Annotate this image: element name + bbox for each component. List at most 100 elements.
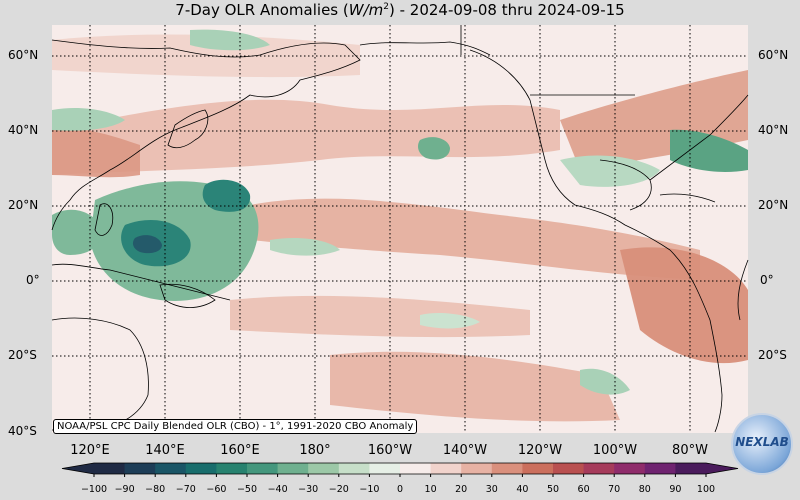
negative-anomaly-north-central: [190, 29, 270, 51]
colorbar-segment: [185, 463, 217, 474]
colorbar-tick-label: 50: [546, 484, 560, 495]
colorbar-tick-label: 100: [696, 484, 716, 495]
colorbar-segment: [155, 463, 187, 474]
colorbar-segment: [308, 463, 340, 474]
colorbar-extend-high: [706, 463, 738, 474]
data-source-caption: NOAA/PSL CPC Daily Blended OLR (CBO) - 1…: [53, 419, 418, 434]
lat-label-right-0: 0°: [760, 273, 774, 287]
colorbar-segment: [430, 463, 462, 474]
colorbar-tick-label: 30: [485, 484, 498, 495]
indonesia-coastline: [51, 263, 231, 301]
colorbar-tick-label: −60: [206, 484, 227, 495]
colorbar-segment: [338, 463, 370, 474]
cuba-coastline: [659, 193, 716, 203]
colorbar-segment: [216, 463, 248, 474]
positive-anomaly-band-subtropical: [250, 198, 700, 280]
colorbar-segment: [94, 463, 126, 474]
colorbar-tick-label: −50: [236, 484, 258, 495]
lat-label-right-20n: 20°N: [758, 198, 789, 212]
lat-label-right-20s: 20°S: [758, 348, 787, 362]
coastlines: [51, 25, 749, 433]
lon-label-120e: 120°E: [70, 443, 110, 458]
colorbar-segment: [369, 463, 401, 474]
japan-coastline: [167, 109, 209, 149]
negative-anomaly-blob: [418, 137, 450, 160]
negative-anomaly-west: [52, 209, 101, 255]
title-prefix: 7-Day OLR Anomalies (: [175, 1, 349, 19]
lat-label-left-20n: 20°N: [8, 198, 39, 212]
title-unit-exponent: 2: [383, 2, 389, 12]
anomaly-field: [52, 25, 748, 433]
philippines-coastline: [94, 203, 114, 236]
lat-label-right-40n: 40°N: [758, 123, 789, 137]
colorbar-segment: [614, 463, 646, 474]
colorbar-tick-label: −20: [328, 484, 349, 495]
negative-anomaly-equatorial-east: [270, 238, 340, 256]
east-coast-coastline: [649, 94, 749, 181]
colorbar-tick-label: 40: [516, 484, 529, 495]
lon-label-140e: 140°E: [145, 443, 185, 458]
colorbar-tick-label: 80: [638, 484, 651, 495]
lon-label-140w: 140°W: [442, 443, 488, 458]
asia-coastline: [51, 39, 361, 231]
lat-label-left-20s: 20°S: [8, 348, 37, 362]
lon-label-120w: 120°W: [517, 443, 563, 458]
negative-anomaly-core-2: [202, 179, 251, 212]
colorbar-tick-label: −30: [298, 484, 319, 495]
colorbar-tick-label: −70: [175, 484, 196, 495]
lat-label-left-40s: 40°S: [8, 424, 37, 438]
logo-text: NEXLAB: [735, 435, 789, 449]
colorbar-tick-label: −10: [359, 484, 380, 495]
colorbar-tick-label: −90: [114, 484, 135, 495]
colorbar-segment: [461, 463, 493, 474]
colorbar-extend-low: [62, 463, 94, 474]
positive-anomaly-west-north: [52, 34, 360, 78]
colorbar-tick-label: −40: [267, 484, 288, 495]
colorbar-segment: [583, 463, 615, 474]
colorbar-segment: [491, 463, 523, 474]
colorbar-segment: [247, 463, 279, 474]
new-guinea-coastline: [159, 283, 216, 308]
colorbar-segment: [522, 463, 554, 474]
lon-label-100w: 100°W: [592, 443, 638, 458]
colorbar-segment: [277, 463, 309, 474]
lat-label-left-40n: 40°N: [8, 123, 39, 137]
positive-anomaly-south: [330, 351, 620, 422]
negative-anomaly-south-central: [420, 312, 480, 329]
nexlab-logo: NEXLAB: [731, 413, 793, 475]
colorbar-segment: [124, 463, 156, 474]
colorbar-tick-label: −100: [80, 484, 108, 495]
lat-label-right-60n: 60°N: [758, 48, 789, 62]
south-america-coastline: [669, 249, 749, 433]
colorbar-tick-label: 0: [396, 484, 404, 495]
lon-label-160w: 160°W: [367, 443, 413, 458]
lon-label-80w: 80°W: [672, 443, 708, 458]
graticule: [52, 25, 748, 433]
colorbar-tick-label: −80: [145, 484, 166, 495]
colorbar-tick-label: 60: [577, 484, 590, 495]
colorbar: [61, 462, 739, 477]
title-suffix: ) - 2024-09-08 thru 2024-09-15: [388, 1, 625, 19]
lat-label-left-60n: 60°N: [8, 48, 39, 62]
north-america-coastline: [469, 49, 671, 251]
title-unit: W/m: [348, 1, 384, 19]
positive-anomaly-south-america: [620, 247, 748, 364]
map-title: 7-Day OLR Anomalies (W/m2) - 2024-09-08 …: [0, 1, 800, 19]
colorbar-segment: [553, 463, 585, 474]
lon-label-180: 180°: [299, 443, 331, 458]
negative-anomaly-mexico-gulf: [560, 155, 660, 187]
negative-anomaly-southeast: [580, 368, 630, 395]
negative-anomaly-darkest: [132, 235, 162, 254]
colorbar-tick-label: 10: [424, 484, 437, 495]
lat-label-left-0: 0°: [26, 273, 40, 287]
colorbar-segment: [644, 463, 676, 474]
alaska-coastline: [359, 41, 491, 56]
colorbar-tick-label: 70: [608, 484, 621, 495]
lon-label-160e: 160°E: [220, 443, 260, 458]
colorbar-segment: [675, 463, 707, 474]
colorbar-segment: [400, 463, 432, 474]
negative-anomaly-northwest: [52, 108, 125, 131]
colorbar-tick-label: 90: [669, 484, 682, 495]
colorbar-tick-label: 20: [455, 484, 468, 495]
